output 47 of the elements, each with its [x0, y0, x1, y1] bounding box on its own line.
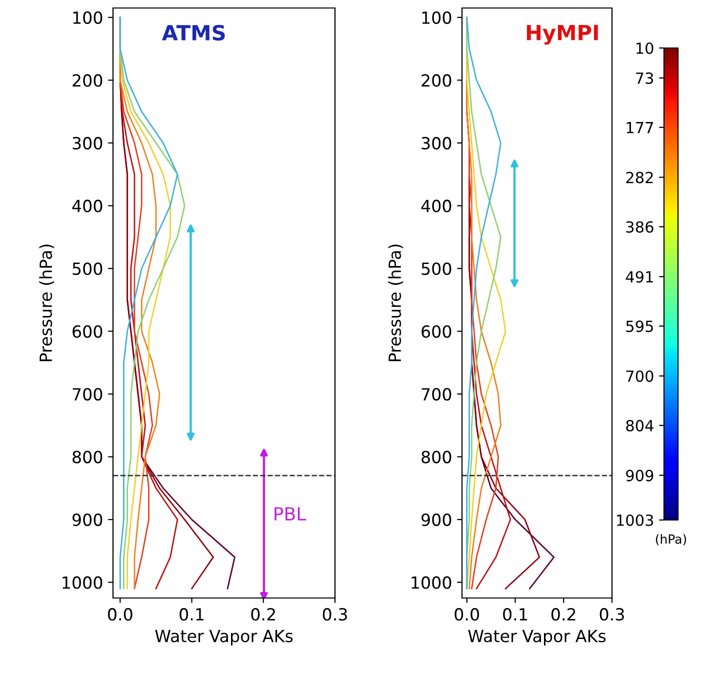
y-tick-label: 1000 — [412, 576, 452, 589]
y-tick-label: 900 — [72, 514, 102, 526]
color-bar-label: 700 — [626, 370, 654, 382]
color-bar-label: 909 — [626, 470, 654, 482]
y-tick-label: 400 — [421, 200, 452, 212]
color-bar-label: 73 — [636, 72, 654, 84]
y-tick-label: 800 — [72, 450, 102, 464]
color-bar-label: 177 — [626, 122, 653, 134]
color-bar-label: 491 — [626, 271, 653, 283]
x-axis-title: Water Vapor AKs — [468, 630, 606, 646]
x-tick-label: 0.1 — [503, 608, 527, 621]
color-bar-label: 1003 — [617, 514, 654, 526]
color-bar-title: (hPa) — [656, 534, 686, 546]
color-bar-label: 804 — [626, 420, 654, 432]
x-tick-label: 0.2 — [551, 608, 576, 621]
text: HyMPI — [526, 24, 598, 45]
y-tick-label: 100 — [73, 11, 102, 24]
y-axis-title: Pressure (hPa) — [39, 244, 54, 362]
x-tick-label: 0.0 — [454, 608, 479, 621]
y-tick-label: 500 — [72, 262, 102, 276]
x-axis-title: Water Vapor AKs — [155, 630, 293, 646]
x-tick-label: 0.0 — [108, 608, 132, 621]
y-tick-label: 1000 — [62, 576, 102, 589]
annotation: PBL — [274, 507, 306, 520]
y-tick-label: 600 — [72, 325, 102, 338]
color-bar-label: 386 — [626, 221, 654, 233]
color-bar-label: 595 — [626, 320, 653, 332]
y-tick-label: 300 — [422, 136, 452, 150]
color-bar-label: 282 — [626, 172, 653, 184]
x-tick-label: 0.1 — [180, 608, 204, 621]
color-bar-label: 10 — [636, 42, 654, 54]
y-tick-label: 900 — [422, 514, 452, 526]
text: ATMS — [162, 24, 225, 41]
x-tick-label: 0.3 — [600, 608, 624, 621]
y-axis-title: Pressure (hPa) — [388, 244, 404, 362]
y-tick-label: 300 — [72, 136, 102, 150]
y-tick-label: 700 — [72, 388, 102, 401]
x-tick-label: 0.2 — [251, 608, 275, 621]
y-tick-label: 700 — [422, 388, 452, 401]
y-tick-label: 600 — [422, 325, 452, 338]
y-tick-label: 800 — [422, 450, 452, 464]
x-tick-label: 0.3 — [322, 608, 347, 621]
y-tick-label: 100 — [422, 11, 452, 24]
y-tick-label: 200 — [72, 74, 102, 87]
y-tick-label: 200 — [422, 74, 452, 87]
y-tick-label: 400 — [72, 200, 102, 212]
y-tick-label: 500 — [422, 262, 452, 276]
